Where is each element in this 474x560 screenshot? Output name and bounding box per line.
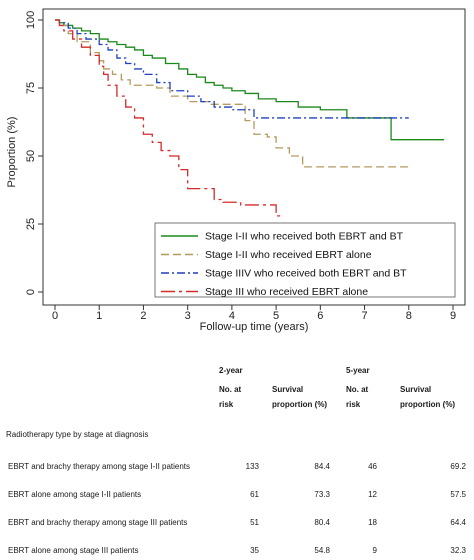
row-s5: 57.5: [450, 490, 466, 499]
header-risk-2: risk: [219, 400, 234, 409]
plot-frame: [42, 8, 466, 306]
row-n5: 18: [368, 518, 377, 527]
x-axis: 0 1 2 3 4 5 6 7 8 9: [52, 305, 456, 322]
row-n5: 46: [368, 462, 377, 471]
legend-box: [154, 222, 456, 298]
row-s2: 54.8: [314, 546, 330, 555]
x-tick-label: 9: [450, 310, 456, 322]
group-2-year: 2-year: [219, 366, 243, 375]
x-tick-label: 3: [185, 310, 191, 322]
legend-label: Stage III who received EBRT alone: [205, 286, 368, 298]
series-layer: [55, 19, 445, 219]
row-s2: 80.4: [314, 518, 330, 527]
row-s2: 73.3: [314, 490, 330, 499]
row-label: EBRT alone among stage III patients: [8, 546, 139, 555]
header-proportion-2: proportion (%): [272, 400, 328, 409]
survival-chart: 0 25 50 75 100 0 1 2 3 4 5 6 7 8 9 Follow-up time (ye…: [6, 8, 466, 333]
x-axis-title: Follow-up time (years): [200, 321, 309, 333]
x-tick-label: 0: [52, 310, 58, 322]
row-n5: 9: [372, 546, 377, 555]
row-s5: 32.3: [450, 546, 466, 555]
x-tick-label: 5: [273, 310, 279, 322]
x-tick-label: 2: [140, 310, 146, 322]
header-proportion-5: proportion (%): [400, 400, 456, 409]
row-label: EBRT alone among stage I-II patients: [8, 490, 142, 499]
row-s2: 84.4: [314, 462, 330, 471]
header-no-at-2: No. at: [219, 385, 242, 394]
x-tick-label: 4: [229, 310, 235, 322]
legend-label: Stage I-II who received EBRT alone: [205, 249, 372, 261]
y-axis: 0 25 50 75 100: [25, 11, 43, 295]
risk-table: 2-year 5-year No. at risk Survival propo…: [0, 352, 474, 560]
row-label: EBRT and brachy therapy among stage III …: [8, 518, 188, 527]
y-tick-label: 75: [25, 82, 37, 94]
row-label: EBRT and brachy therapy among stage I-II…: [8, 462, 191, 471]
x-tick-label: 7: [361, 310, 367, 322]
x-tick-label: 1: [96, 310, 102, 322]
row-n2: 51: [250, 518, 259, 527]
y-tick-label: 100: [25, 11, 37, 29]
series-line-3: [55, 19, 282, 219]
row-s5: 64.4: [450, 518, 466, 527]
header-no-at-5: No. at: [346, 385, 369, 394]
y-tick-label: 25: [25, 218, 37, 230]
header-survival-5: Survival: [400, 385, 432, 394]
x-tick-label: 6: [317, 310, 323, 322]
y-tick-label: 0: [25, 289, 37, 295]
row-n5: 12: [368, 490, 377, 499]
row-n2: 61: [250, 490, 259, 499]
series-line-0: [55, 19, 445, 141]
y-axis-title: Proportion (%): [6, 117, 18, 188]
x-tick-label: 8: [406, 310, 412, 322]
header-survival-2: Survival: [272, 385, 304, 394]
group-5-year: 5-year: [346, 366, 370, 375]
section-label: Radiotherapy type by stage at diagnosis: [6, 430, 149, 439]
header-risk-5: risk: [346, 400, 361, 409]
row-n2: 35: [250, 546, 259, 555]
row-s5: 69.2: [450, 462, 466, 471]
row-n2: 133: [245, 462, 259, 471]
y-tick-label: 50: [25, 150, 37, 162]
legend: Stage I-II who received both EBRT and BT…: [154, 222, 456, 298]
legend-label: Stage IIIV who received both EBRT and BT: [205, 268, 407, 280]
series-line-2: [55, 19, 409, 119]
legend-label: Stage I-II who received both EBRT and BT: [205, 231, 404, 243]
